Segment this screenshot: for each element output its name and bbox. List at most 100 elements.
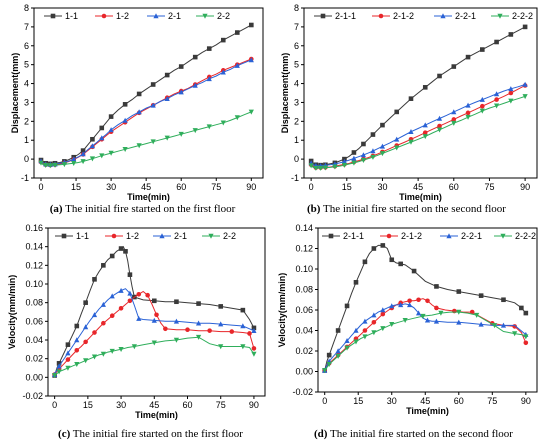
legend-label: 2-2-1: [461, 231, 482, 241]
x-tick-label: 75: [216, 400, 226, 410]
data-point: [240, 307, 246, 313]
data-point: [389, 257, 395, 263]
legend-label: 2-2-2: [512, 11, 533, 21]
legend-item: 2-1-1: [322, 231, 364, 241]
data-point: [380, 326, 386, 332]
data-point: [100, 351, 106, 357]
legend-item: 2-2-1: [434, 11, 476, 21]
x-tick-label: 45: [149, 400, 159, 410]
data-point: [56, 361, 62, 366]
data-point: [398, 261, 403, 267]
data-point: [508, 98, 514, 104]
data-point: [163, 326, 168, 332]
data-point: [379, 151, 386, 157]
data-point: [118, 287, 124, 293]
plot-frame: [303, 7, 538, 179]
data-point: [523, 310, 529, 316]
data-point: [52, 162, 58, 168]
x-tick-label: 0: [309, 182, 314, 192]
series-2-2-1: [308, 81, 528, 169]
x-tick-label: 60: [454, 396, 464, 406]
x-tick-label: 90: [246, 182, 256, 192]
data-point: [434, 284, 439, 289]
data-point: [322, 368, 328, 374]
series-2-1-2: [322, 297, 529, 373]
x-tick-label: 45: [141, 182, 151, 192]
data-point: [251, 327, 257, 333]
data-point: [465, 54, 471, 60]
y-tick-label: 0.06: [25, 316, 43, 326]
series-line: [54, 336, 255, 376]
series-line: [54, 245, 255, 376]
data-point: [422, 85, 428, 90]
data-point: [47, 163, 53, 169]
data-point: [508, 32, 514, 37]
data-point: [451, 117, 457, 122]
data-point: [353, 327, 359, 333]
y-tick-label: 0.02: [295, 346, 313, 356]
caption-label: (a): [50, 203, 63, 215]
data-point: [433, 318, 440, 324]
y-tick-label: 0.04: [295, 326, 313, 336]
x-tick-label: 15: [353, 396, 363, 406]
data-point: [422, 122, 428, 128]
plot-frame: [47, 227, 266, 397]
legend-marker: [208, 233, 214, 239]
data-point: [512, 331, 518, 337]
data-point: [480, 103, 485, 109]
data-point: [394, 109, 400, 115]
data-point: [89, 143, 96, 149]
x-tick-label: 0: [39, 182, 44, 192]
data-point: [178, 64, 184, 69]
series-line: [324, 244, 527, 371]
y-tick-label: -1: [21, 173, 29, 183]
series-2-1: [38, 57, 254, 167]
data-point: [101, 320, 106, 326]
data-point: [43, 163, 49, 169]
data-point: [234, 30, 240, 35]
data-point: [83, 300, 88, 305]
data-point: [344, 345, 350, 351]
y-tick-label: 1: [294, 135, 299, 145]
legend-marker: [111, 233, 117, 239]
data-point: [220, 69, 226, 75]
data-point: [56, 369, 62, 375]
x-axis-label: Time(min): [399, 192, 442, 202]
data-point: [313, 165, 319, 171]
data-point: [251, 351, 257, 357]
series-2-1: [52, 287, 257, 377]
data-point: [74, 323, 80, 329]
caption-text: The initial fire started on the second f…: [327, 428, 513, 440]
y-tick-label: -0.02: [292, 387, 313, 397]
y-tick-label: 3: [24, 97, 29, 107]
data-point: [61, 162, 67, 168]
data-point: [122, 117, 128, 123]
data-point: [480, 47, 485, 52]
data-point: [362, 328, 368, 333]
y-tick-label: 0.14: [25, 242, 43, 252]
x-tick-label: 30: [387, 396, 397, 406]
y-tick-label: 0.08: [25, 298, 43, 308]
data-point: [101, 263, 106, 268]
data-point: [164, 135, 170, 141]
series-2-2: [52, 334, 257, 379]
data-point: [408, 139, 414, 145]
data-point: [402, 317, 408, 323]
data-point: [371, 330, 377, 336]
y-tick-label: 0.10: [25, 279, 43, 289]
legend-label: 2-2: [223, 231, 236, 241]
data-point: [344, 303, 350, 309]
legend-marker: [159, 233, 165, 239]
data-point: [332, 164, 338, 170]
data-point: [195, 334, 202, 340]
data-point: [74, 361, 80, 367]
data-point: [38, 160, 44, 166]
series-1-1: [38, 22, 254, 167]
data-point: [335, 348, 341, 354]
data-point: [240, 323, 246, 329]
data-point: [422, 134, 428, 140]
data-point: [379, 143, 386, 149]
data-point: [234, 115, 240, 121]
data-point: [380, 122, 385, 128]
data-point: [370, 132, 376, 137]
